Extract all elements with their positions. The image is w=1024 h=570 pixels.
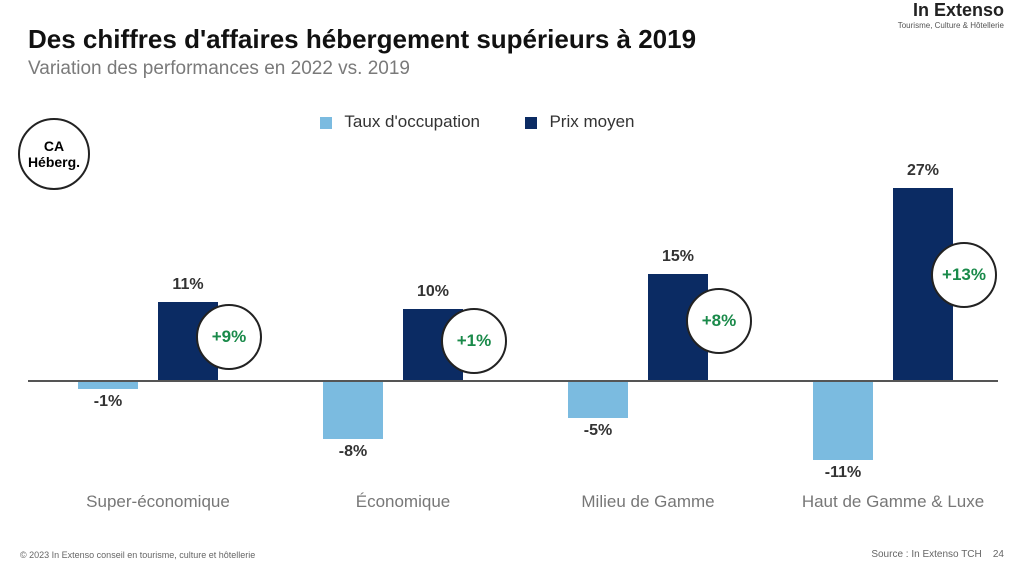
legend-label-occupancy: Taux d'occupation — [344, 112, 480, 131]
ca-bubble: +8% — [686, 288, 752, 354]
category-label: Économique — [293, 492, 513, 512]
category-label: Milieu de Gamme — [538, 492, 758, 512]
brand-tagline: Tourisme, Culture & Hôtellerie — [898, 21, 1004, 30]
chart-group: -11% 27% +13% Haut de Gamme & Luxe — [783, 150, 1003, 520]
category-label: Super-économique — [48, 492, 268, 512]
ca-bubble: +9% — [196, 304, 262, 370]
bar-occupancy — [323, 382, 383, 439]
page-title: Des chiffres d'affaires hébergement supé… — [28, 24, 696, 55]
bar-price-label: 11% — [158, 276, 218, 294]
bar-occupancy — [568, 382, 628, 418]
legend-label-price: Prix moyen — [549, 112, 634, 131]
category-label: Haut de Gamme & Luxe — [783, 492, 1003, 512]
chart-group: -1% 11% +9% Super-économique — [48, 150, 268, 520]
slide: In Extenso Tourisme, Culture & Hôtelleri… — [0, 0, 1024, 570]
ca-bubble: +1% — [441, 308, 507, 374]
legend-swatch-price — [525, 117, 537, 129]
page-number: 24 — [993, 549, 1004, 560]
footer-copyright: © 2023 In Extenso conseil en tourisme, c… — [20, 550, 255, 560]
bar-occupancy-label: -11% — [813, 464, 873, 482]
chart-group: -8% 10% +1% Économique — [293, 150, 513, 520]
bar-price-label: 27% — [893, 162, 953, 180]
bar-occupancy — [78, 382, 138, 389]
brand-block: In Extenso Tourisme, Culture & Hôtelleri… — [898, 0, 1004, 30]
ca-bubble: +13% — [931, 242, 997, 308]
legend-swatch-occupancy — [320, 117, 332, 129]
bar-occupancy-label: -1% — [78, 393, 138, 411]
legend-item-price: Prix moyen — [525, 112, 635, 132]
footer-source-text: Source : In Extenso TCH — [871, 549, 981, 560]
footer-source: Source : In Extenso TCH 24 — [871, 549, 1004, 560]
bar-occupancy — [813, 382, 873, 460]
chart-group: -5% 15% +8% Milieu de Gamme — [538, 150, 758, 520]
chart-area: -1% 11% +9% Super-économique -8% 10% +1% Économ… — [28, 150, 998, 520]
bar-price-label: 15% — [648, 248, 708, 266]
bar-price-label: 10% — [403, 283, 463, 301]
brand-name: In Extenso — [898, 0, 1004, 21]
bar-occupancy-label: -8% — [323, 443, 383, 461]
page-subtitle: Variation des performances en 2022 vs. 2… — [28, 58, 410, 80]
bar-occupancy-label: -5% — [568, 422, 628, 440]
legend: Taux d'occupation Prix moyen — [320, 112, 674, 132]
legend-item-occupancy: Taux d'occupation — [320, 112, 480, 132]
